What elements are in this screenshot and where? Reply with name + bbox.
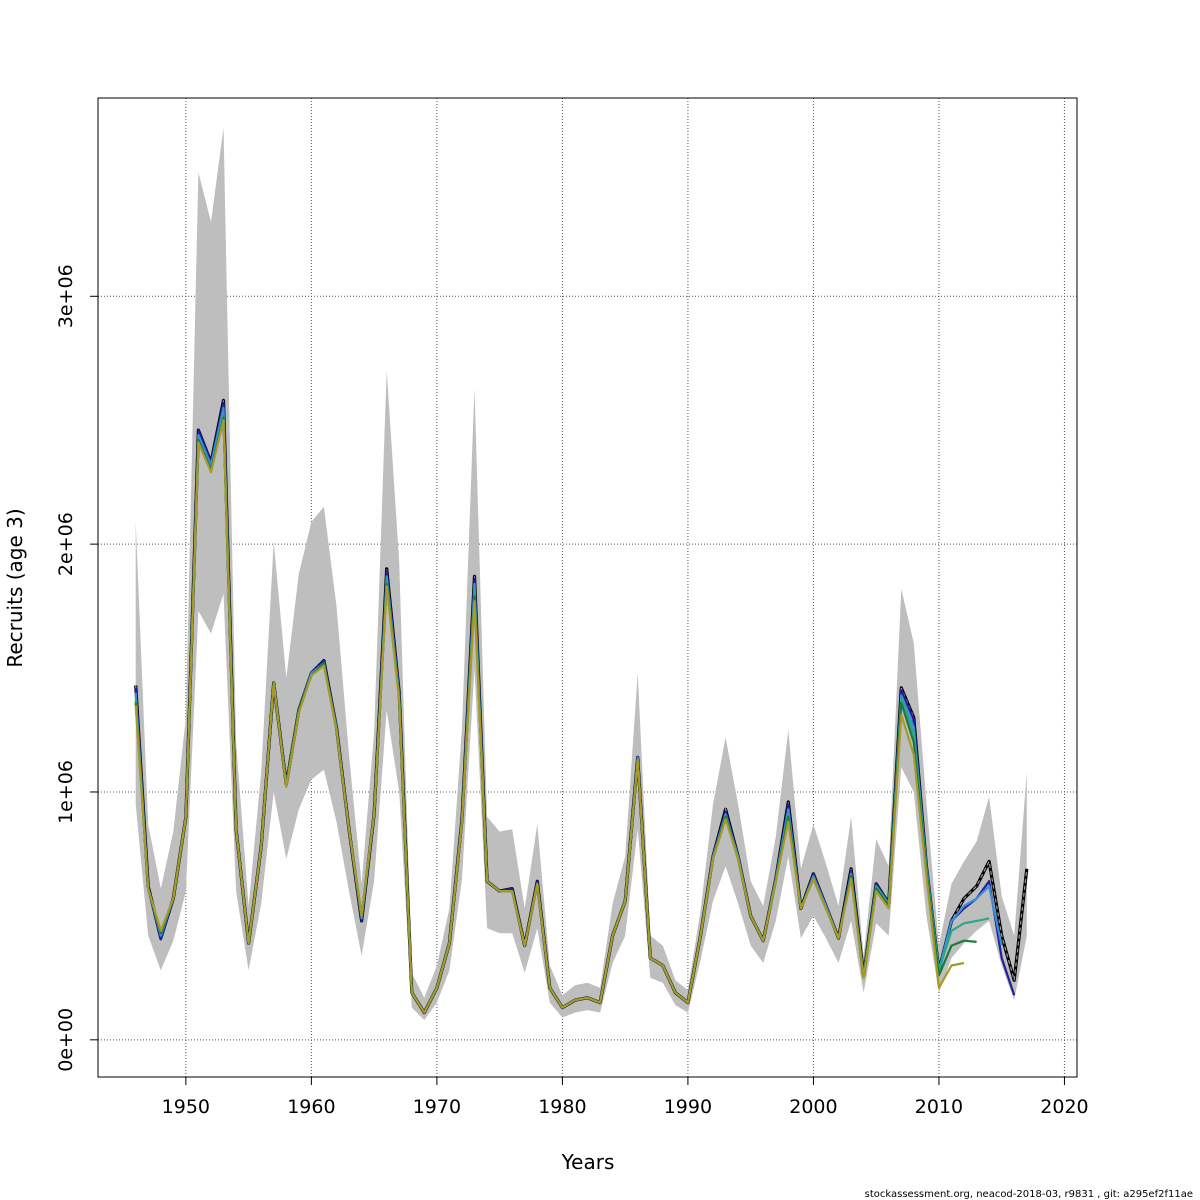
x-tick-label: 1970 bbox=[413, 1096, 461, 1118]
series-line-5 bbox=[134, 419, 965, 1014]
x-axis-title: Years bbox=[561, 1150, 615, 1174]
x-tick-label: 2020 bbox=[1040, 1096, 1088, 1118]
y-tick-label: 0e+00 bbox=[55, 1008, 77, 1072]
y-axis: 0e+00 1e+06 2e+06 3e+06 bbox=[55, 264, 98, 1072]
y-tick-label: 3e+06 bbox=[55, 264, 77, 328]
x-tick-label: 1990 bbox=[664, 1096, 712, 1118]
y-tick-label: 2e+06 bbox=[55, 512, 77, 576]
y-tick-label: 1e+06 bbox=[55, 760, 77, 824]
confidence-band-layer bbox=[135, 127, 1027, 1020]
footer-credit: stockassessment.org, neacod-2018-03, r98… bbox=[865, 1189, 1193, 1200]
x-axis: 1950 1960 1970 1980 1990 2000 2010 2020 bbox=[162, 1077, 1089, 1118]
confidence-band bbox=[135, 127, 1027, 1020]
x-tick-label: 2010 bbox=[915, 1096, 963, 1118]
y-axis-title: Recruits (age 3) bbox=[3, 508, 27, 667]
x-tick-label: 1960 bbox=[287, 1096, 335, 1118]
x-tick-label: 1950 bbox=[162, 1096, 210, 1118]
x-tick-label: 2000 bbox=[789, 1096, 837, 1118]
x-tick-label: 1980 bbox=[538, 1096, 586, 1118]
series-line-4 bbox=[134, 416, 977, 1014]
series-layer bbox=[134, 398, 1029, 1015]
plot-frame bbox=[97, 97, 1078, 1078]
